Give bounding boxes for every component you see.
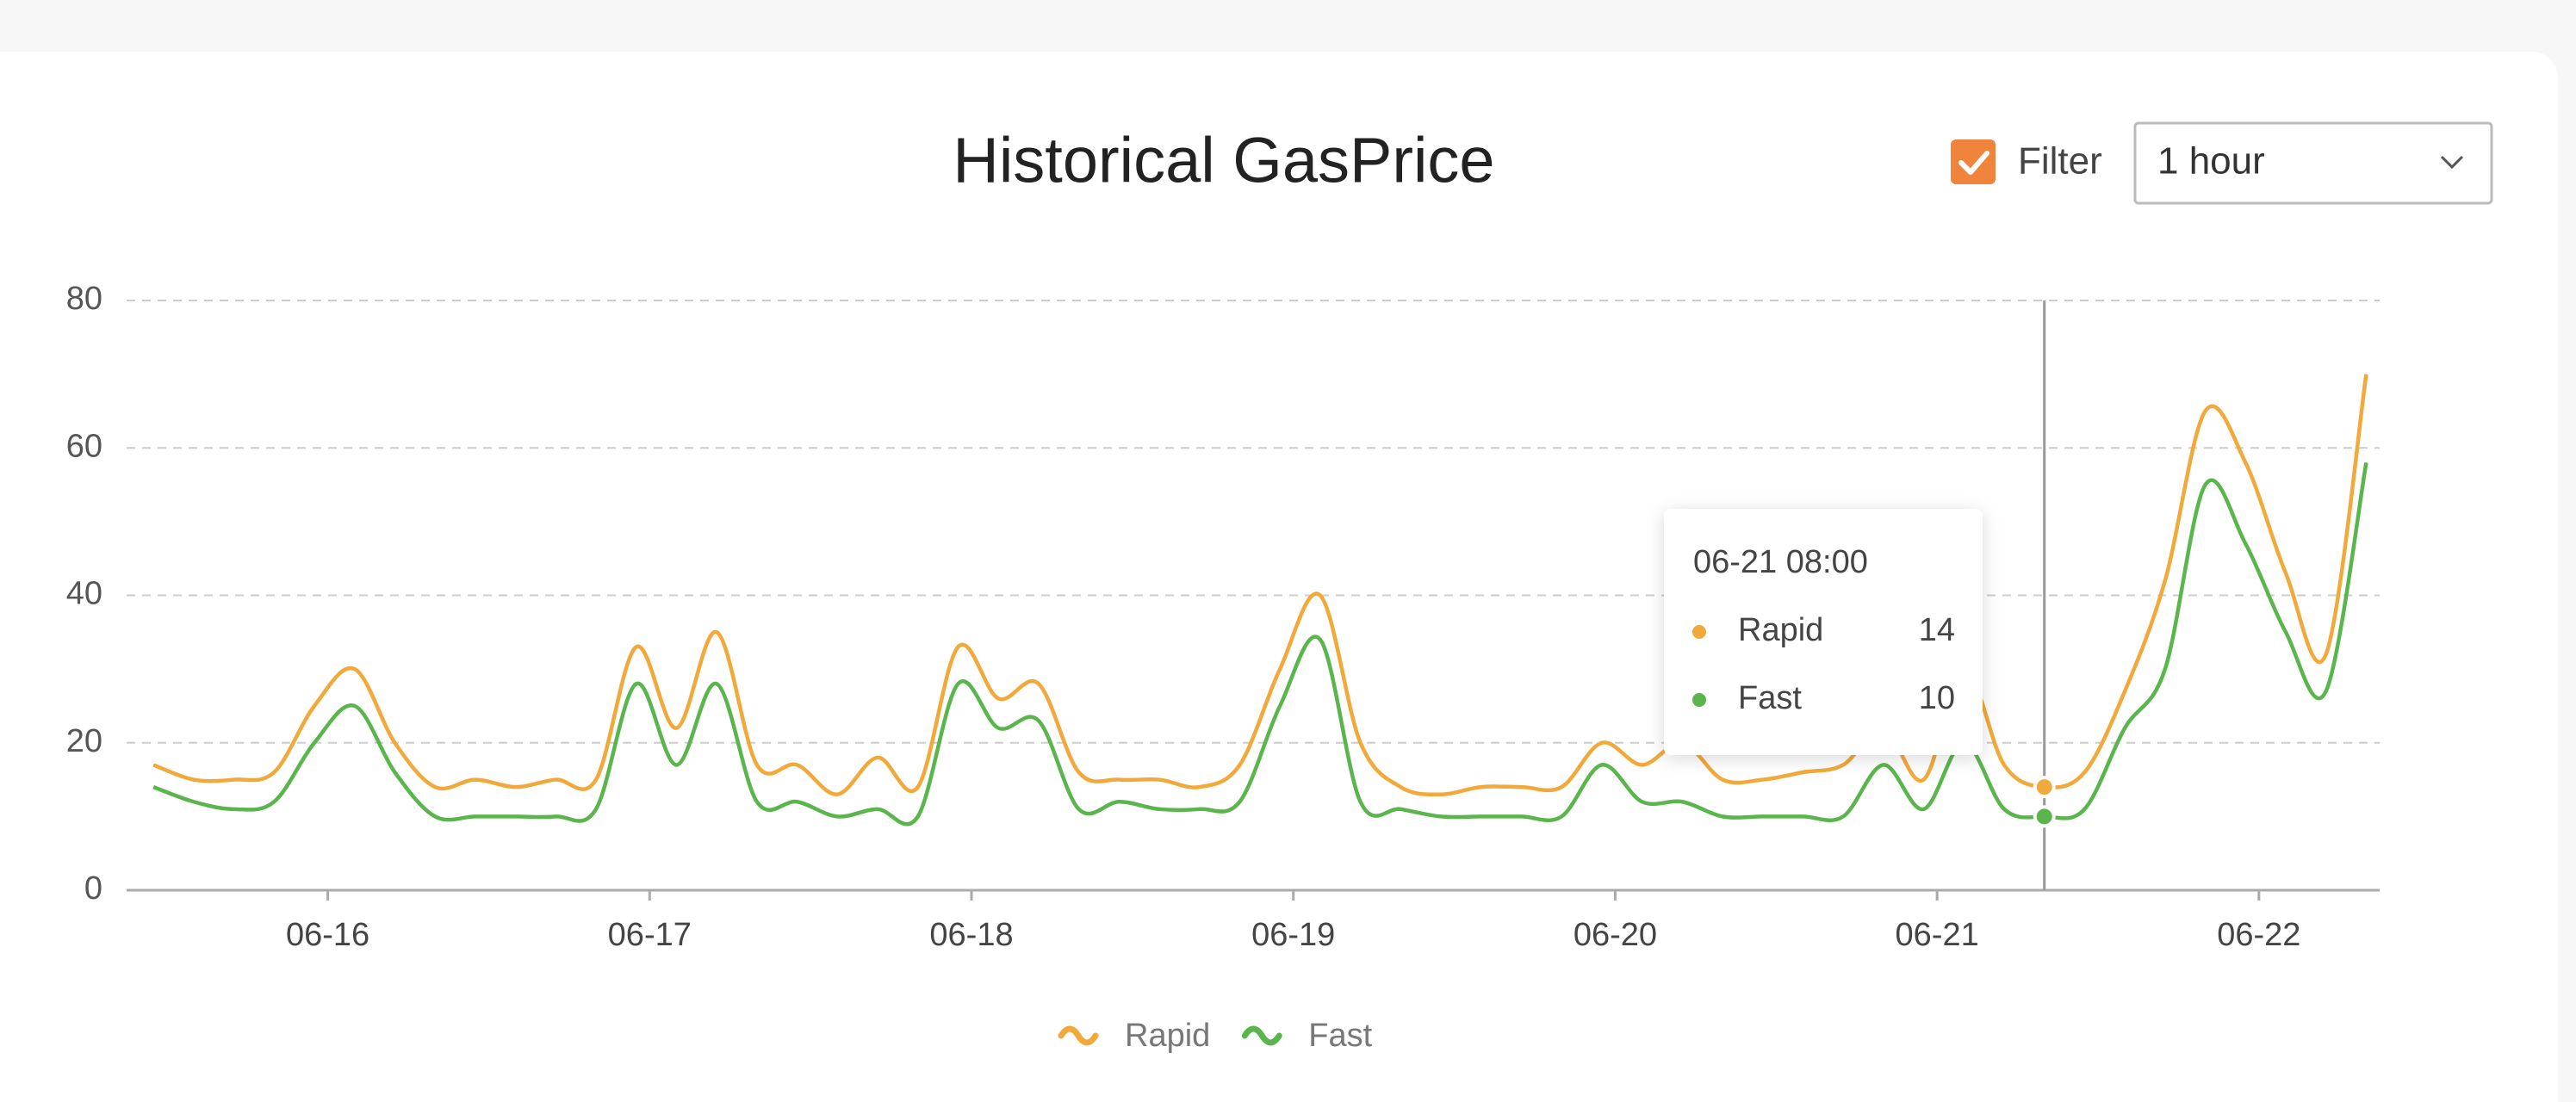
series-line <box>152 374 2368 797</box>
hover-point <box>2033 776 2056 799</box>
check-mark <box>1958 151 1989 175</box>
dropdown-arrow <box>2440 155 2464 170</box>
legend: Rapid Fast <box>1058 1018 1373 1054</box>
x-tick-label: 06-16 <box>286 917 369 953</box>
y-tick-label: 60 <box>66 428 102 464</box>
chart-title: Historical GasPrice <box>953 125 1494 196</box>
x-tick-label: 06-18 <box>929 917 1013 953</box>
interval-select[interactable]: 1 hour <box>2133 121 2493 205</box>
legend-label: Fast <box>1308 1018 1372 1054</box>
y-tick-label: 20 <box>66 723 102 759</box>
tooltip-value: 14 <box>1919 612 1955 648</box>
select-box[interactable] <box>2133 121 2493 205</box>
tooltip-dot <box>1692 625 1706 639</box>
y-tick-label: 40 <box>66 576 102 612</box>
filter-toggle[interactable]: Filter <box>1951 139 2102 184</box>
hover-point <box>2033 805 2056 828</box>
y-tick-label: 0 <box>84 870 102 907</box>
x-tick-label: 06-20 <box>1574 917 1657 953</box>
tooltip-series: Rapid <box>1738 612 1823 648</box>
series-line <box>152 461 2368 826</box>
tooltip-title: 06-21 08:00 <box>1693 544 1868 580</box>
y-tick-label: 80 <box>66 281 102 317</box>
card <box>0 52 2558 1102</box>
tooltip-dot <box>1692 693 1706 707</box>
select-value[interactable]: 1 hour <box>2157 140 2265 183</box>
tooltip-series: Fast <box>1738 680 1802 716</box>
tooltip: 06-21 08:00 Rapid 14 Fast 10 <box>1664 509 1983 755</box>
checkbox[interactable] <box>1951 139 1996 184</box>
filter-label[interactable]: Filter <box>2018 140 2102 183</box>
x-tick-label: 06-21 <box>1896 917 1979 953</box>
legend-icon <box>1058 1025 1099 1046</box>
tooltip-value: 10 <box>1919 680 1955 716</box>
x-tick-label: 06-19 <box>1251 917 1335 953</box>
legend-label: Rapid <box>1125 1018 1210 1054</box>
x-tick-label: 06-22 <box>2217 917 2300 953</box>
x-tick-label: 06-17 <box>608 917 692 953</box>
legend-icon <box>1241 1025 1282 1046</box>
tooltip-box <box>1664 509 1983 755</box>
